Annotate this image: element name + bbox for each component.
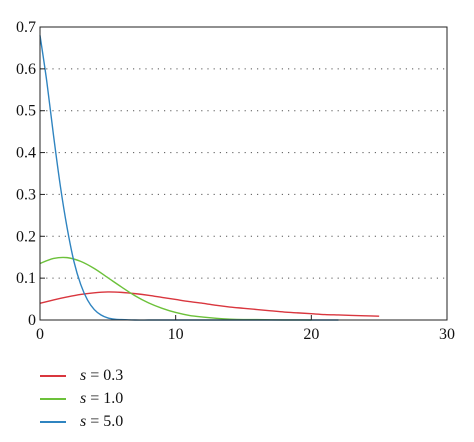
x-tick-label: 10 [168, 326, 184, 343]
y-tick-label: 0.7 [16, 19, 36, 36]
legend-item-3: s = 5.0 [40, 410, 123, 433]
plot-frame [39, 26, 448, 321]
y-tick-label: 0.5 [16, 103, 36, 120]
y-tick-label: 0.3 [16, 186, 36, 203]
x-tick-label: 0 [36, 326, 44, 343]
legend-swatch [40, 374, 66, 377]
grid-lines [40, 68, 447, 279]
legend-label: s = 1.0 [80, 389, 124, 407]
y-tick-label: 0.1 [16, 270, 36, 287]
x-tick-label: 20 [303, 326, 319, 343]
series-line-1 [39, 291, 380, 317]
legend: s = 0.3 s = 1.0 s = 5.0 [40, 364, 123, 433]
y-tick-label: 0.2 [16, 228, 36, 245]
legend-item-2: s = 1.0 [40, 387, 123, 410]
legend-item-1: s = 0.3 [40, 364, 123, 387]
y-tick-label: 0.6 [16, 61, 36, 78]
y-tick-label: 0.4 [16, 145, 36, 162]
legend-label: s = 0.3 [80, 366, 124, 384]
legend-swatch [40, 397, 66, 400]
axis-ticks: 0 0.1 0.2 0.3 0.4 0.5 0.6 0.7 0 10 20 30 [16, 19, 455, 343]
series-line-3 [39, 35, 339, 321]
series-lines [39, 35, 380, 321]
y-tick-label: 0 [28, 312, 36, 329]
legend-label: s = 5.0 [80, 412, 124, 430]
legend-swatch [40, 420, 66, 423]
x-tick-label: 30 [439, 326, 455, 343]
